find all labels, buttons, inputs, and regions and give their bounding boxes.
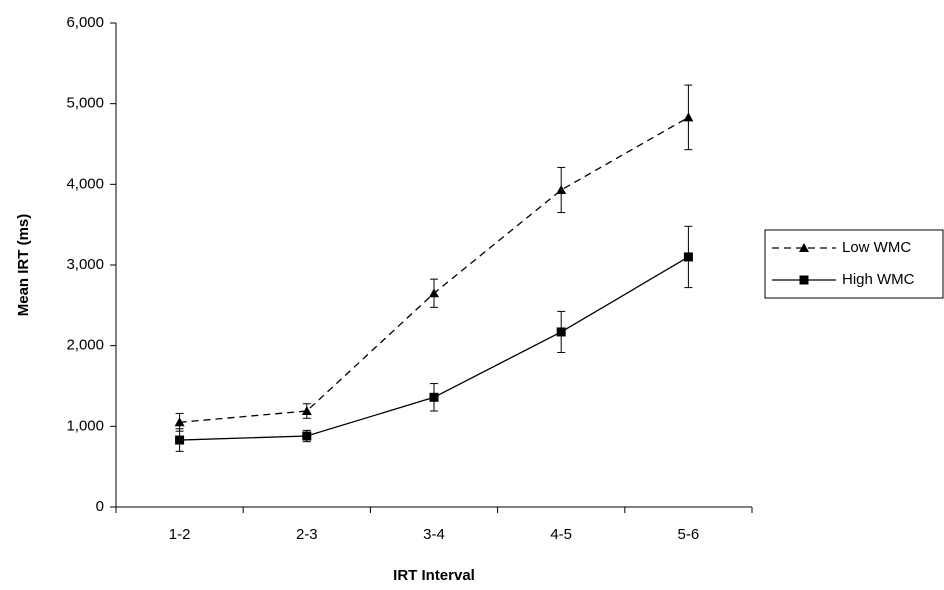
y-tick-label: 4,000 <box>66 175 104 192</box>
marker <box>301 406 312 416</box>
marker <box>174 417 185 427</box>
marker <box>683 112 694 122</box>
x-axis-title: IRT Interval <box>393 567 475 584</box>
legend-label: High WMC <box>842 271 915 288</box>
marker <box>556 327 566 337</box>
marker <box>799 243 809 252</box>
y-tick-label: 6,000 <box>66 14 104 31</box>
y-tick-label: 2,000 <box>66 337 104 354</box>
marker <box>799 275 809 285</box>
x-tick-label: 5-6 <box>678 526 700 543</box>
y-tick-label: 0 <box>96 498 104 515</box>
y-axis-title: Mean IRT (ms) <box>15 214 32 317</box>
marker <box>556 184 567 194</box>
x-tick-label: 2-3 <box>296 526 318 543</box>
marker <box>683 252 693 262</box>
marker <box>175 435 185 445</box>
x-tick-label: 4-5 <box>550 526 572 543</box>
y-tick-label: 3,000 <box>66 256 104 273</box>
marker <box>302 431 312 441</box>
legend-label: Low WMC <box>842 239 911 256</box>
y-tick-label: 1,000 <box>66 417 104 434</box>
marker <box>429 392 439 402</box>
legend-box <box>764 229 944 299</box>
marker <box>429 288 439 298</box>
series-line <box>179 116 689 423</box>
y-tick-label: 5,000 <box>66 95 104 112</box>
x-tick-label: 3-4 <box>423 526 445 543</box>
x-tick-label: 1-2 <box>169 526 191 543</box>
